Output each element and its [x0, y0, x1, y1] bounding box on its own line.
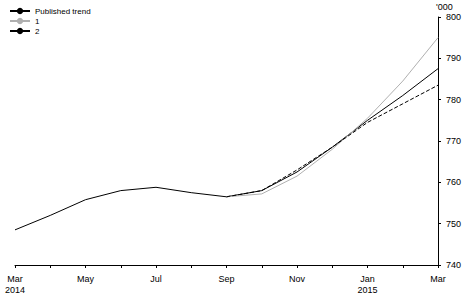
svg-text:Published trend: Published trend [35, 7, 91, 16]
svg-text:Jul: Jul [150, 274, 162, 284]
svg-text:1: 1 [35, 17, 40, 26]
svg-text:790: 790 [446, 53, 461, 63]
svg-text:800: 800 [446, 12, 461, 22]
svg-text:Jan: Jan [360, 274, 375, 284]
svg-text:740: 740 [446, 260, 461, 270]
svg-text:780: 780 [446, 95, 461, 105]
svg-text:May: May [77, 274, 95, 284]
svg-text:770: 770 [446, 136, 461, 146]
svg-text:2015: 2015 [357, 285, 377, 295]
svg-text:Mar: Mar [7, 274, 23, 284]
svg-text:2: 2 [35, 27, 40, 36]
svg-text:2014: 2014 [5, 285, 25, 295]
svg-text:Nov: Nov [289, 274, 306, 284]
svg-text:Sep: Sep [218, 274, 234, 284]
svg-text:750: 750 [446, 219, 461, 229]
svg-text:'000: '000 [436, 2, 453, 12]
svg-text:760: 760 [446, 177, 461, 187]
svg-text:Mar: Mar [430, 274, 446, 284]
